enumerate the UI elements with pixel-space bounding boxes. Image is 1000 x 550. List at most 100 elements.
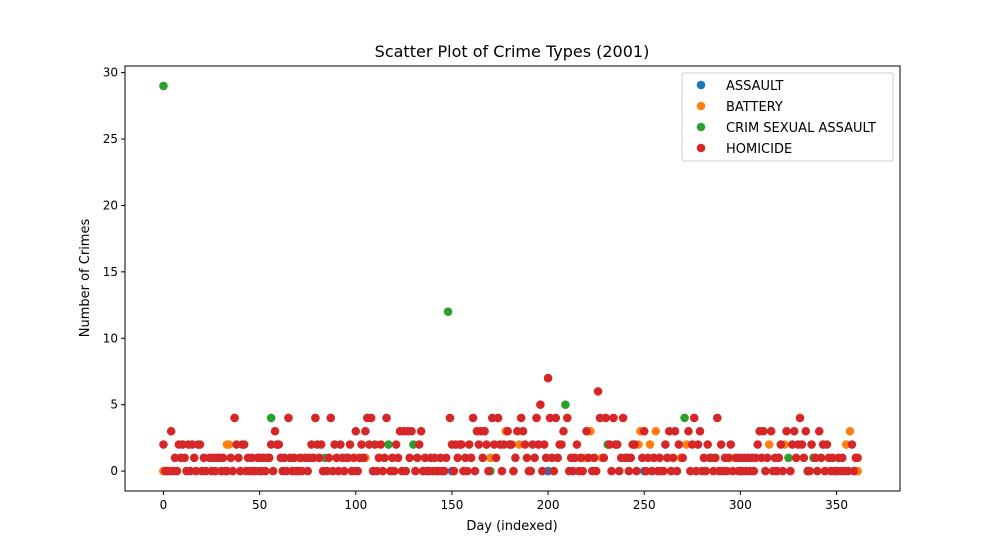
data-point [380, 453, 389, 463]
data-point [507, 440, 516, 449]
data-point [791, 453, 801, 463]
data-point [582, 426, 591, 436]
data-point [411, 466, 420, 476]
data-point [761, 466, 770, 476]
data-point [478, 453, 487, 463]
data-point [509, 466, 518, 476]
data-point [613, 440, 622, 449]
data-point [266, 413, 276, 423]
legend-marker [696, 101, 706, 111]
data-point [661, 440, 670, 449]
data-point [778, 466, 787, 476]
data-point [726, 440, 736, 449]
data-point [389, 466, 399, 476]
data-point [351, 426, 361, 436]
data-point [645, 440, 655, 449]
data-point [578, 466, 587, 476]
data-point [614, 466, 624, 476]
data-point [651, 426, 661, 436]
x-tick-label: 250 [633, 498, 656, 512]
data-point [264, 453, 274, 463]
data-point [159, 440, 168, 449]
data-point [516, 413, 526, 423]
data-point [439, 466, 449, 476]
data-point [311, 413, 320, 423]
data-point [453, 453, 462, 463]
data-point [607, 466, 616, 476]
data-point [520, 440, 530, 449]
data-point [655, 453, 664, 463]
data-point [326, 413, 336, 423]
data-point [801, 426, 811, 436]
data-point [414, 440, 424, 449]
data-point [713, 413, 722, 423]
plot-frame [124, 65, 901, 492]
data-point [807, 440, 816, 449]
data-point [503, 426, 512, 436]
x-axis: 0 50 100 150 200 250 300 350 [160, 491, 848, 512]
data-point [532, 413, 541, 423]
data-point [522, 453, 532, 463]
legend-marker [696, 80, 706, 90]
data-point [763, 453, 772, 463]
data-point [822, 440, 832, 449]
data-point [684, 426, 693, 436]
data-point [195, 440, 205, 449]
data-point [405, 453, 414, 463]
y-tick-label: 0 [110, 464, 118, 478]
data-point [593, 387, 603, 396]
data-point [782, 426, 791, 436]
data-point [470, 466, 480, 476]
data-point [457, 440, 466, 449]
data-point [526, 466, 536, 476]
data-point [468, 413, 478, 423]
data-point [813, 466, 822, 476]
points-layer [159, 81, 862, 476]
data-point [357, 440, 366, 449]
data-point [724, 453, 734, 463]
data-point [401, 466, 411, 476]
data-point [284, 413, 293, 423]
data-point [776, 440, 786, 449]
data-point [314, 453, 324, 463]
y-tick-label: 15 [103, 265, 118, 279]
data-point [361, 426, 370, 436]
data-point [670, 426, 680, 436]
data-point [493, 413, 503, 423]
data-point [268, 466, 278, 476]
data-point [672, 466, 682, 476]
legend-items: ASSAULT BATTERY CRIM SEXUAL ASSAULT HOMICID… [696, 79, 876, 157]
data-point [563, 413, 572, 423]
x-tick-label: 150 [440, 498, 463, 512]
data-point [759, 426, 768, 436]
data-point [845, 426, 855, 436]
data-point [559, 426, 568, 436]
data-point [716, 440, 726, 449]
data-point [159, 81, 168, 91]
legend-label: ASSAULT [726, 79, 783, 94]
data-point [557, 440, 566, 449]
x-tick-label: 0 [160, 498, 168, 512]
data-point [816, 453, 826, 463]
x-tick-label: 350 [825, 498, 848, 512]
data-point [339, 466, 349, 476]
data-point [847, 440, 857, 449]
data-point [551, 413, 561, 423]
data-point [230, 413, 239, 423]
data-point [224, 440, 234, 449]
data-point [805, 466, 814, 476]
data-point [626, 453, 636, 463]
data-point [639, 426, 649, 436]
data-point [336, 440, 345, 449]
data-point [482, 440, 491, 449]
data-point [609, 413, 618, 423]
data-point [239, 440, 249, 449]
data-point [218, 453, 228, 463]
data-point [359, 453, 368, 463]
data-point [543, 373, 553, 383]
data-point [466, 453, 476, 463]
data-point [630, 440, 639, 449]
data-point [353, 466, 362, 476]
